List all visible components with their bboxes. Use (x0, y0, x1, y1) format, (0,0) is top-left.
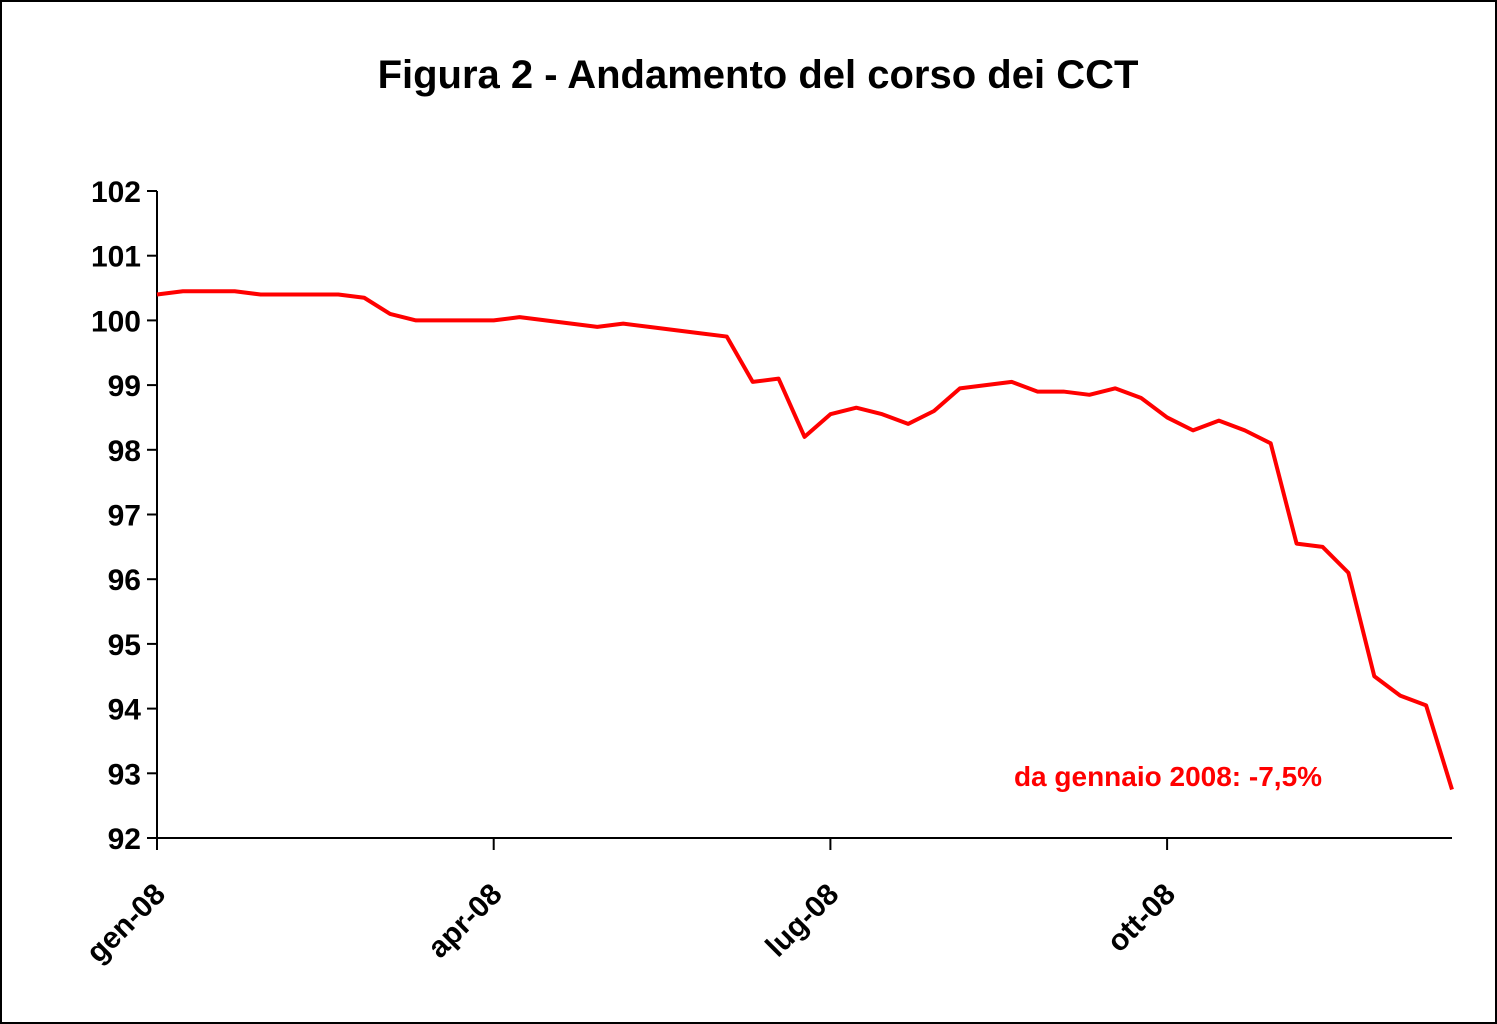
y-tick-label: 99 (108, 370, 141, 403)
y-tick-label: 100 (91, 305, 141, 338)
y-tick-label: 94 (108, 694, 142, 727)
y-tick-label: 96 (108, 564, 141, 597)
y-tick-label: 102 (91, 176, 141, 209)
chart-title: Figura 2 - Andamento del corso dei CCT (378, 53, 1139, 97)
annotation: da gennaio 2008: -7,5% (1014, 761, 1322, 792)
series-line (156, 289, 1454, 791)
y-tick-label: 98 (108, 435, 141, 468)
y-tick-label: 93 (108, 758, 141, 791)
y-tick-label: 97 (108, 500, 141, 533)
y-tick-label: 92 (108, 823, 141, 856)
y-tick-label: 95 (108, 629, 141, 662)
y-tick-label: 101 (91, 241, 141, 274)
